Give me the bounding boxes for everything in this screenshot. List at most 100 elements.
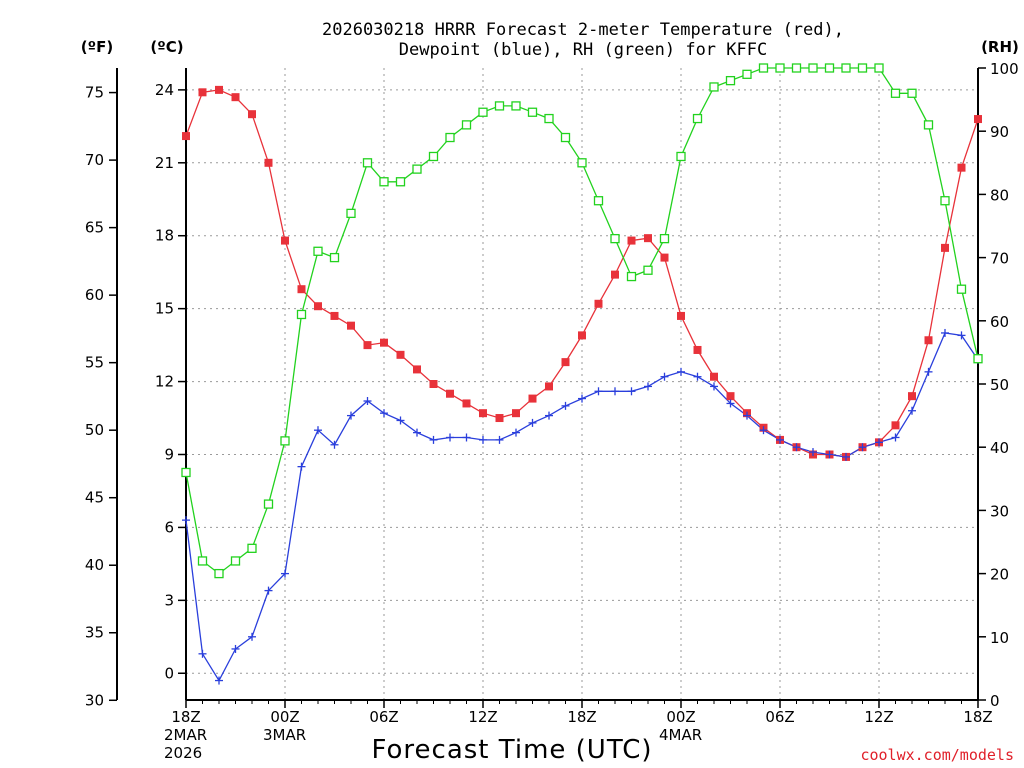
time-tick-label: 18Z bbox=[171, 708, 200, 726]
fahrenheit-tick-label: 55 bbox=[85, 354, 104, 372]
temperature-point bbox=[248, 110, 256, 119]
temperature-point bbox=[908, 392, 916, 401]
rh-point bbox=[808, 63, 818, 73]
time-tick-label: 4MAR bbox=[659, 726, 702, 744]
fahrenheit-tick-label: 40 bbox=[85, 556, 104, 574]
dewpoint-point bbox=[479, 435, 487, 444]
x-axis-title: Forecast Time (UTC) bbox=[371, 735, 652, 765]
dewpoint-point bbox=[891, 433, 900, 442]
rh-point bbox=[890, 88, 901, 98]
rh-point bbox=[527, 107, 538, 117]
dewpoint-point bbox=[611, 387, 619, 396]
rh-tick-label: 0 bbox=[990, 692, 1000, 710]
rh-point bbox=[428, 151, 439, 162]
rh-tick-label: 60 bbox=[990, 313, 1009, 331]
dewpoint-point bbox=[627, 387, 636, 396]
rh-point bbox=[659, 233, 670, 244]
temperature-point bbox=[347, 321, 355, 330]
dewpoint-point bbox=[231, 644, 240, 653]
rh-point bbox=[412, 164, 422, 174]
temperature-point bbox=[611, 270, 619, 279]
rh-tick-label: 10 bbox=[990, 629, 1009, 647]
temperature-point bbox=[314, 302, 322, 311]
dewpoint-point bbox=[875, 438, 883, 447]
time-tick-label: 00Z bbox=[270, 708, 299, 726]
source-credit: coolwx.com/models bbox=[860, 746, 1014, 764]
dewpoint-point bbox=[545, 411, 553, 420]
dewpoint-point bbox=[215, 676, 223, 685]
temperature-point bbox=[396, 350, 405, 359]
temperature-point bbox=[297, 285, 306, 294]
rh-point bbox=[676, 151, 686, 162]
rh-point bbox=[610, 233, 620, 244]
temperature-point bbox=[429, 380, 438, 388]
dewpoint-point bbox=[198, 649, 207, 658]
time-tick-label: 2026 bbox=[164, 744, 202, 762]
temperature-point bbox=[644, 234, 652, 243]
celsius-unit-label: (ºC) bbox=[150, 38, 183, 56]
dewpoint-point bbox=[908, 406, 916, 415]
rh-point bbox=[544, 113, 554, 124]
rh-point bbox=[296, 309, 307, 320]
temperature-point bbox=[660, 253, 669, 262]
rh-point bbox=[758, 63, 769, 73]
fahrenheit-tick-label: 50 bbox=[85, 421, 104, 439]
temperature-point bbox=[462, 399, 471, 408]
rh-point bbox=[907, 88, 917, 98]
rh-tick-label: 50 bbox=[990, 376, 1009, 394]
rh-point bbox=[247, 543, 257, 553]
celsius-tick-label: 15 bbox=[155, 300, 174, 318]
temperature-point bbox=[545, 382, 553, 391]
series-layer bbox=[181, 63, 983, 685]
temperature-point bbox=[380, 338, 388, 347]
celsius-tick-label: 18 bbox=[155, 227, 174, 245]
temperature-point bbox=[281, 236, 289, 245]
celsius-tick-label: 0 bbox=[164, 664, 174, 682]
temperature-point bbox=[677, 311, 685, 320]
dewpoint-point bbox=[297, 462, 306, 471]
fahrenheit-tick-label: 45 bbox=[85, 489, 104, 507]
rh-point bbox=[874, 63, 884, 73]
time-tick-label: 3MAR bbox=[263, 726, 306, 744]
rh-tick-label: 20 bbox=[990, 566, 1009, 584]
celsius-tick-label: 24 bbox=[155, 81, 174, 99]
temperature-point bbox=[198, 88, 207, 97]
rh-point bbox=[181, 467, 191, 478]
celsius-tick-label: 3 bbox=[164, 591, 174, 609]
dewpoint-point bbox=[594, 387, 603, 396]
temperature-point bbox=[693, 345, 702, 354]
dewpoint-point bbox=[677, 367, 685, 376]
time-tick-label: 12Z bbox=[468, 708, 497, 726]
temperature-point bbox=[495, 414, 504, 423]
rh-point bbox=[379, 177, 389, 187]
temperature-point bbox=[363, 341, 372, 350]
dewpoint-point bbox=[413, 428, 421, 437]
temperature-point bbox=[924, 336, 933, 345]
dewpoint-point bbox=[495, 435, 504, 444]
rh-point bbox=[973, 354, 983, 364]
rh-unit-label: (RH) bbox=[981, 38, 1019, 56]
rh-point bbox=[791, 63, 802, 73]
temperature-point bbox=[512, 409, 520, 418]
rh-point bbox=[197, 556, 208, 566]
temperature-point bbox=[231, 93, 240, 102]
rh-point bbox=[230, 556, 241, 566]
dewpoint-point bbox=[957, 331, 966, 340]
rh-point bbox=[362, 158, 373, 168]
rh-point bbox=[560, 132, 571, 143]
dewpoint-point bbox=[660, 372, 669, 381]
chart-title-line1: 2026030218 HRRR Forecast 2-meter Tempera… bbox=[322, 20, 844, 40]
temperature-point bbox=[891, 421, 900, 430]
rh-point bbox=[346, 208, 356, 219]
dewpoint-point bbox=[726, 399, 735, 408]
rh-point bbox=[775, 63, 785, 73]
temperature-point bbox=[710, 372, 718, 381]
temperature-point bbox=[957, 163, 966, 172]
fahrenheit-tick-label: 65 bbox=[85, 219, 104, 237]
dewpoint-point bbox=[693, 372, 702, 381]
rh-point bbox=[857, 63, 868, 73]
rh-point bbox=[824, 63, 835, 73]
dewpoint-point bbox=[248, 632, 256, 641]
temperature-point bbox=[726, 392, 735, 401]
